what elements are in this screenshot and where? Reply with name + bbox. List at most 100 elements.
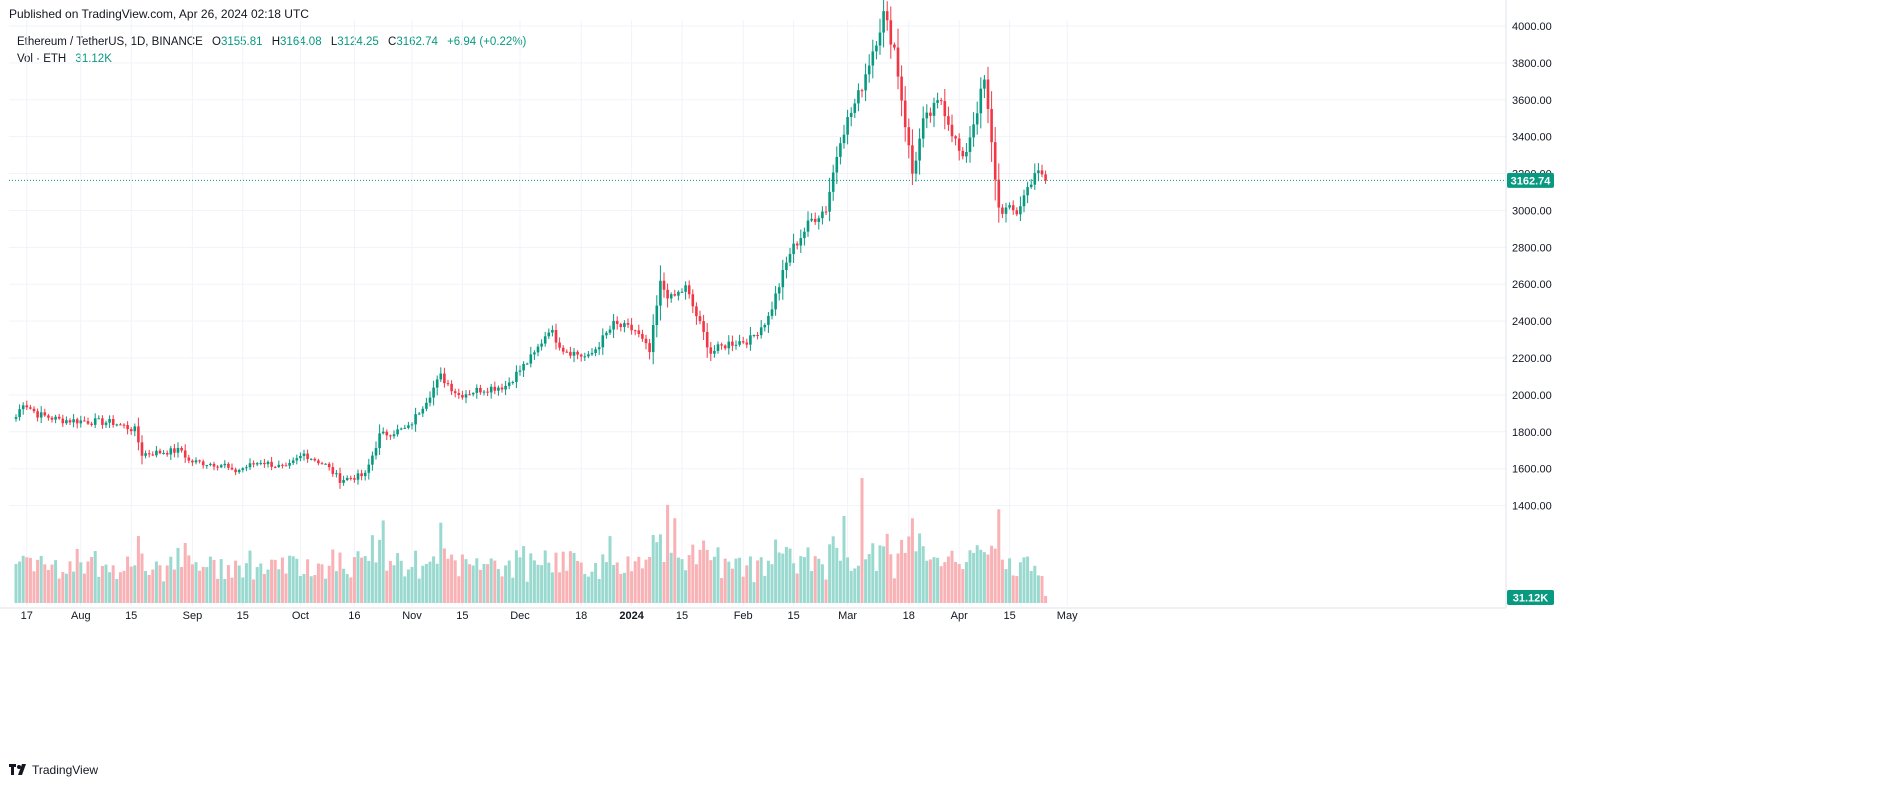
volume-bar [583,574,587,603]
volume-bar [892,578,896,603]
volume-bar [680,559,684,603]
volume-bar [468,564,472,603]
candle-body [975,113,979,125]
candle-body [831,172,835,192]
volume-bar [414,550,418,603]
volume-bar [291,556,295,603]
volume-bar [172,569,176,603]
candle-body [533,352,536,355]
volume-bar [810,571,814,603]
candle-body [273,466,277,468]
volume-bar [453,560,457,603]
volume-bar [806,547,810,603]
candle-body [752,335,756,337]
candle-body [291,460,295,463]
volume-bar [446,558,450,603]
candle-body [785,262,788,271]
candle-body [374,448,378,456]
candle-body [655,305,659,326]
volume-bar [601,554,605,603]
volume-bar [248,550,252,603]
candle-body [939,100,943,102]
candle-body [515,371,518,383]
volume-bar [748,556,752,603]
candle-body [846,117,849,135]
candle-body [637,330,641,334]
volume-bar [126,556,130,603]
volume-bar [946,556,950,603]
volume-bar [799,556,803,603]
volume-bar [241,577,245,603]
candle-body [230,467,234,470]
volume-bar [918,533,922,603]
volume-bar [1004,569,1008,603]
volume-bar [486,564,490,603]
candles [14,0,1047,489]
volume-bar [637,556,641,603]
candle-body [500,387,504,390]
candle-body [468,394,471,396]
candle-body [461,395,464,398]
volume-bar [54,560,58,603]
candle-body [471,392,475,395]
volume-bar [716,547,720,603]
volume-bar [547,562,551,603]
volume-bar [756,560,760,603]
candle-body [356,473,360,480]
volume-bar [28,557,32,603]
candle-body [551,329,554,333]
time-tick-label: Nov [402,610,422,622]
candle-body [605,332,608,336]
candle-body [986,79,990,109]
volume-bar [673,518,677,603]
volume-bar [151,569,155,603]
volume-bar [43,564,47,603]
volume-bar [561,551,565,603]
candle-body [698,316,702,322]
volume-bar [25,557,29,603]
volume-bar [824,579,828,603]
volume-bar [370,535,374,603]
volume-bar [320,564,324,603]
candle-body [936,100,939,103]
volume-bar [997,509,1001,603]
volume-bar [406,569,410,603]
volume-bar [651,534,655,603]
volume-bar [244,563,248,603]
candle-body [648,343,651,353]
candle-body [122,424,126,426]
symbol-label[interactable]: Ethereum / TetherUS, 1D, BINANCE [17,36,203,48]
candle-body [554,329,558,343]
volume-bar [234,560,238,603]
volume-bar [709,560,713,603]
candle-body [201,461,205,466]
volume-bar [57,578,61,603]
footer-brand-label: TradingView [32,763,99,777]
candle-body [896,47,900,77]
candle-body [716,344,720,351]
candle-body [824,211,828,213]
candle-body [731,341,734,346]
time-tick-label: 15 [676,610,688,622]
last-price-badge [1507,172,1554,188]
volume-bar [36,559,40,603]
open-label: O [211,36,221,48]
volume-bar [572,552,576,603]
candle-body [763,324,767,328]
candle-body [29,407,32,409]
volume-bar [658,534,662,603]
candle-body [529,354,533,364]
candle-body [659,280,662,306]
volume-bar [914,551,918,603]
candle-body [299,455,302,459]
volume-label[interactable]: Vol · ETH [17,53,67,65]
volume-bar [266,569,270,603]
candle-body [133,426,137,432]
candle-body [464,394,468,398]
volume-bar [612,564,616,603]
candle-body [993,142,997,180]
candle-body [781,270,785,288]
candle-body [450,383,453,392]
volume-bar [525,581,529,603]
